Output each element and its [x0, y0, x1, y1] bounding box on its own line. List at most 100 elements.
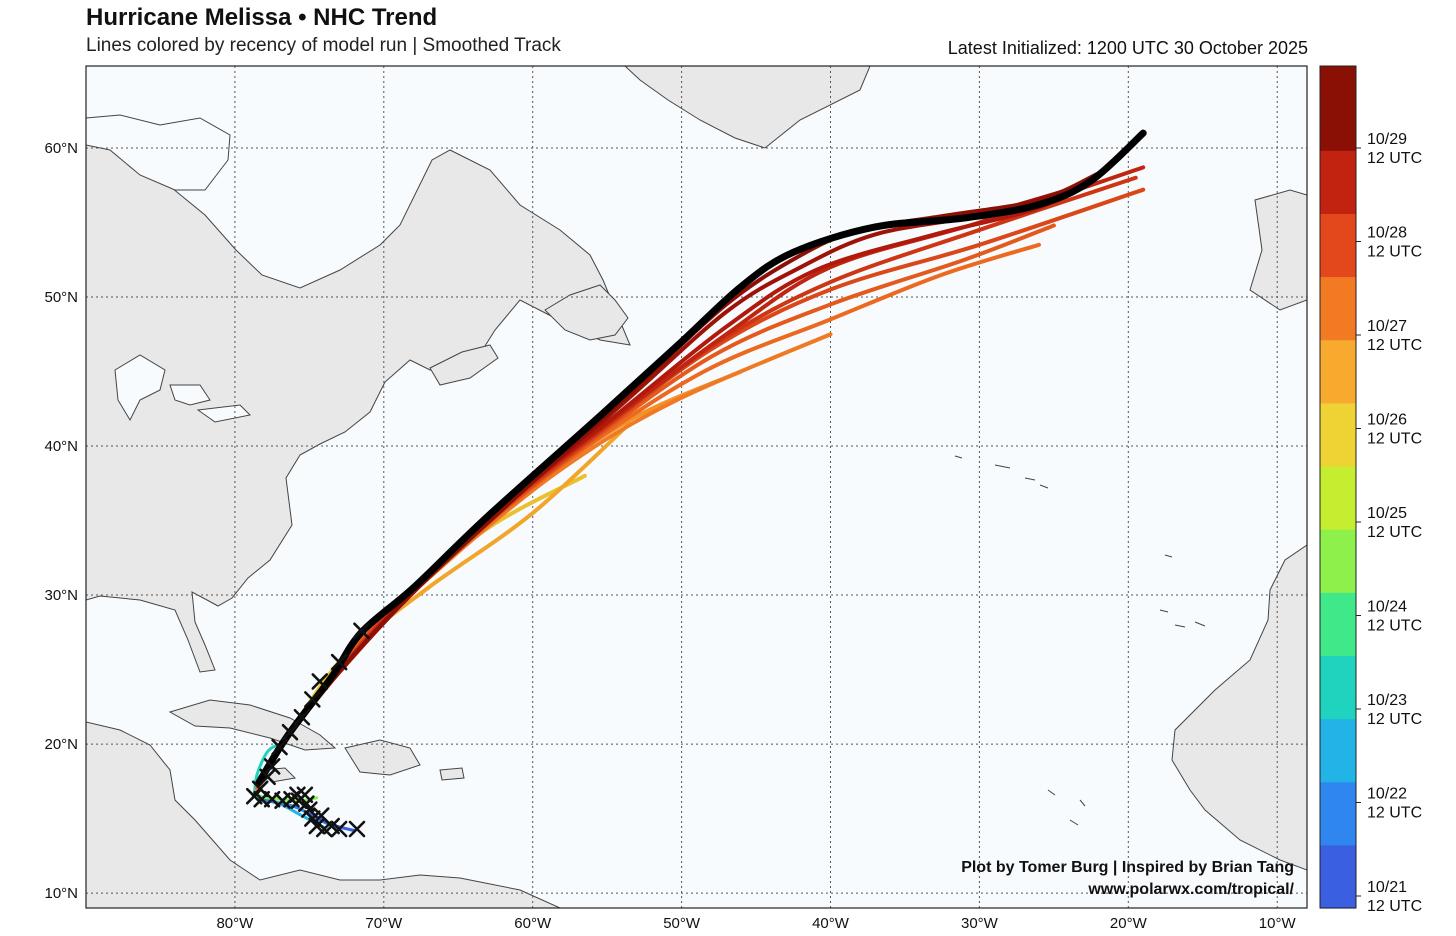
colorbar-segment — [1320, 192, 1356, 214]
position-marker — [311, 673, 329, 690]
lat-tick-label: 10°N — [44, 885, 78, 902]
axis-labels: 10°N 20°N 30°N 40°N 50°N 60°N 80°W 70°W 60°W 50°W… — [44, 140, 1296, 932]
colorbar-segment — [1320, 150, 1356, 172]
colorbar-segment — [1320, 697, 1356, 720]
colorbar-time-label: 12 UTC — [1367, 618, 1422, 635]
colorbar-segment — [1320, 423, 1356, 446]
colorbar-segment — [1320, 760, 1356, 783]
colorbar-time-label: 12 UTC — [1367, 805, 1422, 822]
lat-tick-label: 50°N — [44, 289, 78, 306]
colorbar-date-label: 10/24 — [1367, 599, 1407, 616]
lat-tick-label: 20°N — [44, 736, 78, 753]
colorbar-segment — [1320, 402, 1356, 425]
central-south-america — [86, 721, 561, 908]
colorbar-segment — [1320, 592, 1356, 614]
colorbar-time-label: 12 UTC — [1367, 150, 1422, 167]
lon-tick-label: 40°W — [812, 915, 850, 932]
colorbar-segment — [1320, 234, 1356, 257]
colorbar-date-label: 10/21 — [1367, 879, 1407, 896]
position-marker — [301, 801, 318, 818]
lon-tick-label: 20°W — [1110, 915, 1148, 932]
lon-tick-label: 50°W — [663, 915, 701, 932]
colorbar-segment — [1320, 213, 1356, 235]
colorbar-segment — [1320, 129, 1356, 151]
colorbar-segment — [1320, 66, 1356, 88]
greenland — [624, 66, 871, 149]
colorbar-segment — [1320, 381, 1356, 404]
colorbar-segment — [1320, 571, 1356, 593]
land-layer — [86, 66, 1307, 908]
colorbar-segment — [1320, 508, 1356, 530]
position-marker — [353, 622, 370, 640]
colorbar-segment — [1320, 297, 1356, 320]
colorbar-segment — [1320, 823, 1356, 846]
colorbar-time-label: 12 UTC — [1367, 524, 1422, 541]
british-isles — [1249, 189, 1307, 311]
lat-tick-label: 30°N — [44, 587, 78, 604]
hispaniola — [344, 739, 421, 776]
position-marker — [281, 723, 299, 741]
colorbar-date-label: 10/28 — [1367, 225, 1407, 242]
lon-tick-label: 70°W — [365, 915, 403, 932]
chart-subtitle: Lines colored by recency of model run | … — [86, 35, 561, 56]
colorbar-segment — [1320, 339, 1356, 362]
puerto-rico — [439, 767, 465, 781]
colorbar: 10/29 12 UTC 10/28 12 UTC 10/27 12 UTC 10/26 12… — [1319, 65, 1422, 915]
great-lakes — [114, 354, 252, 423]
newfoundland — [544, 284, 629, 341]
colorbar-segment — [1320, 802, 1356, 825]
lat-tick-label: 60°N — [44, 140, 78, 157]
position-marker — [296, 786, 314, 804]
africa-iberia — [1171, 544, 1307, 871]
colorbar-segment — [1320, 634, 1356, 656]
colorbar-segment — [1320, 613, 1356, 635]
colorbar-segment — [1320, 529, 1356, 551]
lon-tick-label: 60°W — [514, 915, 552, 932]
colorbar-segment — [1320, 87, 1356, 109]
colorbar-segment — [1320, 318, 1356, 341]
colorbar-date-label: 10/27 — [1367, 318, 1407, 335]
colorbar-segment — [1320, 255, 1356, 278]
position-marker — [312, 807, 330, 824]
colorbar-time-label: 12 UTC — [1367, 431, 1422, 448]
position-marker — [348, 820, 366, 838]
colorbar-segment — [1320, 276, 1356, 299]
colorbar-segment — [1320, 444, 1356, 467]
north-america-landmass — [86, 129, 631, 673]
lon-tick-label: 80°W — [216, 915, 254, 932]
model-tracks — [252, 129, 1147, 833]
position-marker — [259, 768, 276, 786]
colorbar-segment — [1320, 844, 1356, 867]
lon-tick-label: 30°W — [961, 915, 999, 932]
map-frame — [85, 65, 1308, 909]
colorbar-segment — [1320, 718, 1356, 741]
colorbar-date-label: 10/26 — [1367, 412, 1407, 429]
colorbar-segment — [1320, 655, 1356, 678]
colorbar-segment — [1320, 171, 1356, 193]
colorbar-segment — [1320, 676, 1356, 699]
chart-title: Hurricane Melissa • NHC Trend — [86, 4, 438, 31]
nova-scotia — [429, 344, 499, 386]
position-marker — [330, 820, 348, 838]
credit-line: Plot by Tomer Burg | Inspired by Brian T… — [961, 859, 1294, 876]
colorbar-time-label: 12 UTC — [1367, 898, 1422, 915]
credit-url: www.polarwx.com/tropical/ — [1088, 881, 1294, 898]
ocean-background — [86, 66, 1307, 908]
colorbar-time-label: 12 UTC — [1367, 711, 1422, 728]
lat-tick-label: 40°N — [44, 438, 78, 455]
hudson-bay — [86, 114, 231, 191]
colorbar-segment — [1320, 465, 1356, 488]
position-markers — [245, 622, 370, 838]
colorbar-segment — [1320, 487, 1356, 509]
colorbar-segment — [1320, 108, 1356, 130]
colorbar-date-label: 10/22 — [1367, 786, 1407, 803]
colorbar-segment — [1320, 865, 1356, 888]
position-marker — [271, 738, 288, 756]
colorbar-segment — [1320, 360, 1356, 383]
colorbar-date-label: 10/23 — [1367, 692, 1407, 709]
position-marker — [330, 653, 348, 671]
colorbar-date-label: 10/25 — [1367, 505, 1407, 522]
colorbar-segment — [1320, 550, 1356, 572]
colorbar-frame — [1319, 65, 1357, 909]
atlantic-islands — [954, 455, 1206, 826]
